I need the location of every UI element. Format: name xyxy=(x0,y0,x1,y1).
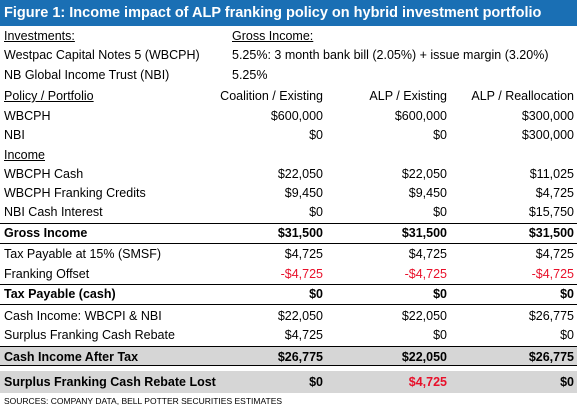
cell: $9,450 xyxy=(284,186,323,200)
cell: $26,775 xyxy=(277,350,323,364)
cell: $31,500 xyxy=(277,226,323,240)
cell: $4,725 xyxy=(408,247,447,261)
cell: $22,050 xyxy=(401,309,447,323)
cell: $0 xyxy=(309,128,323,142)
cell: $0 xyxy=(309,287,323,301)
gross-income-header: Gross Income: xyxy=(232,29,314,43)
cell: $4,725 xyxy=(535,247,574,261)
cell: $22,050 xyxy=(401,167,447,181)
col-alp-existing: ALP / Existing xyxy=(369,89,447,103)
divider xyxy=(0,223,577,224)
figure-title: Figure 1: Income impact of ALP franking … xyxy=(0,0,577,26)
row-label: NBI xyxy=(4,128,25,142)
cell: $0 xyxy=(433,128,447,142)
cell: $300,000 xyxy=(521,128,574,142)
investment-income: 5.25%: 3 month bank bill (2.05%) + issue… xyxy=(232,48,549,62)
row-label: WBCPH Cash xyxy=(4,167,84,181)
row-label: NBI Cash Interest xyxy=(4,205,103,219)
row-label: WBCPH Franking Credits xyxy=(4,186,146,200)
row-label: Surplus Franking Cash Rebate Lost xyxy=(4,375,216,389)
cell: -$4,725 xyxy=(280,267,323,281)
cell: $4,725 xyxy=(408,375,447,389)
cell: $4,725 xyxy=(284,328,323,342)
cell: $9,450 xyxy=(408,186,447,200)
row-label: Surplus Franking Cash Rebate xyxy=(4,328,175,342)
row-label: Franking Offset xyxy=(4,267,90,281)
row-label: Gross Income xyxy=(4,226,88,240)
investments-header: Investments: xyxy=(4,29,75,43)
investment-name: Westpac Capital Notes 5 (WBCPH) xyxy=(4,48,200,62)
cell: $0 xyxy=(433,205,447,219)
investment-name: NB Global Income Trust (NBI) xyxy=(4,68,170,82)
cell: $0 xyxy=(309,375,323,389)
highlight-row: Surplus Franking Cash Rebate Lost $0 $4,… xyxy=(0,371,577,393)
cell: -$4,725 xyxy=(531,267,574,281)
cell: $0 xyxy=(560,328,574,342)
source-note: SOURCES: COMPANY DATA, BELL POTTER SECUR… xyxy=(4,396,283,406)
cell: $4,725 xyxy=(535,186,574,200)
cell: $11,025 xyxy=(529,167,574,181)
col-policy: Policy / Portfolio xyxy=(4,89,94,103)
divider xyxy=(0,243,577,244)
cell: $0 xyxy=(433,328,447,342)
cell: $0 xyxy=(560,375,574,389)
col-coalition-existing: Coalition / Existing xyxy=(220,89,323,103)
cell: $22,050 xyxy=(277,309,323,323)
cell: $26,775 xyxy=(528,350,574,364)
section-label: Income xyxy=(4,148,45,162)
row-label: Cash Income: WBCPI & NBI xyxy=(4,309,162,323)
col-alp-reallocation: ALP / Reallocation xyxy=(471,89,574,103)
cell: $600,000 xyxy=(394,109,447,123)
cell: $0 xyxy=(433,287,447,301)
divider xyxy=(0,304,577,305)
cell: $31,500 xyxy=(401,226,447,240)
cell: $300,000 xyxy=(521,109,574,123)
cell: $22,050 xyxy=(401,350,447,364)
cell: $600,000 xyxy=(270,109,323,123)
row-label: WBCPH xyxy=(4,109,51,123)
cell: $22,050 xyxy=(277,167,323,181)
cell: $0 xyxy=(309,205,323,219)
investment-income: 5.25% xyxy=(232,68,268,82)
cell: $15,750 xyxy=(528,205,574,219)
row-label: Tax Payable at 15% (SMSF) xyxy=(4,247,162,261)
cell: -$4,725 xyxy=(404,267,447,281)
row-label: Tax Payable (cash) xyxy=(4,287,116,301)
divider xyxy=(0,284,577,285)
cell: $26,775 xyxy=(528,309,574,323)
row-label: Cash Income After Tax xyxy=(4,350,139,364)
highlight-row: Cash Income After Tax $26,775 $22,050 $2… xyxy=(0,346,577,366)
cell: $31,500 xyxy=(528,226,574,240)
cell: $4,725 xyxy=(284,247,323,261)
cell: $0 xyxy=(560,287,574,301)
